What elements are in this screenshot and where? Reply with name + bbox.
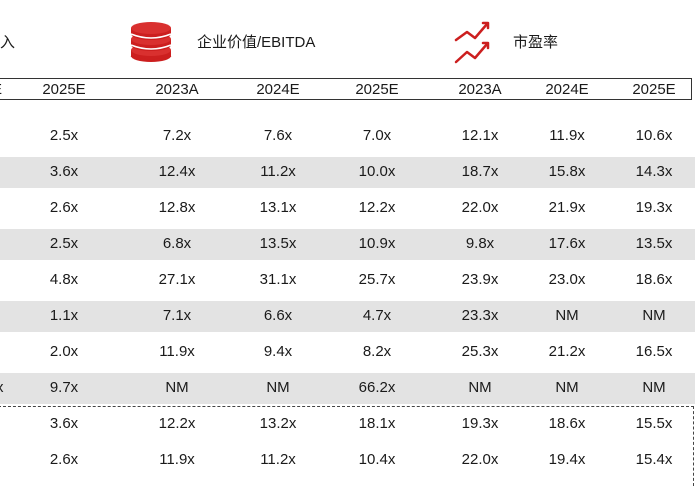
table-cell: NM: [555, 379, 579, 396]
table-row-band: [0, 301, 695, 332]
table-cell: 23.3x: [461, 307, 499, 324]
table-cell: 13.5x: [635, 235, 673, 252]
table-cell: 2.5x: [49, 235, 79, 252]
table-cell: 18.6x: [635, 271, 673, 288]
table-cell: 21.2x: [548, 343, 586, 360]
table-cell: NM: [555, 307, 579, 324]
table-cell: 19.3x: [635, 199, 673, 216]
table-cell: 15.5x: [635, 415, 673, 432]
table-cell: 6.8x: [162, 235, 192, 252]
table-row-band: [0, 229, 695, 260]
table-cell: 13.5x: [259, 235, 297, 252]
table-cell: 7.6x: [263, 127, 293, 144]
column-header: 2024E: [545, 81, 589, 98]
table-cell: 25.7x: [358, 271, 396, 288]
summary-group-box: [0, 406, 694, 486]
trend-line-icon: [454, 21, 490, 64]
header-cut-label: 入: [0, 34, 16, 51]
column-header: 2023A: [155, 81, 199, 98]
table-cell: 10.4x: [358, 451, 396, 468]
table-cell: 4.8x: [49, 271, 79, 288]
table-cell: 12.2x: [358, 199, 396, 216]
table-cell: 11.9x: [159, 343, 195, 360]
column-header: 2025E: [632, 81, 676, 98]
column-header-row: [0, 78, 692, 100]
table-cell: 25.3x: [461, 343, 499, 360]
table-cell: 2.0x: [49, 343, 79, 360]
table-cell: 11.2x: [260, 451, 296, 468]
table-cell: 3.6x: [49, 415, 79, 432]
table-cell: 14.3x: [635, 163, 673, 180]
table-cell: 11.9x: [159, 451, 195, 468]
table-cell: 21.9x: [548, 199, 586, 216]
table-cell: 2.5x: [49, 127, 79, 144]
column-header: 2025E: [355, 81, 399, 98]
column-header: E: [0, 80, 2, 100]
table-cell: NM: [266, 379, 290, 396]
table-cell: 19.3x: [461, 415, 499, 432]
column-header: 2023A: [458, 81, 502, 98]
table-cell: 7.2x: [162, 127, 192, 144]
table-cell: 12.2x: [158, 415, 196, 432]
table-cell: 2.6x: [49, 451, 79, 468]
table-cell: 10.6x: [635, 127, 673, 144]
table-cell: 31.1x: [259, 271, 297, 288]
table-cell: 9.4x: [263, 343, 293, 360]
table-cell: 19.4x: [548, 451, 586, 468]
table-cell: 9.8x: [465, 235, 495, 252]
table-cell: 66.2x: [358, 379, 396, 396]
table-cell: 2.6x: [49, 199, 79, 216]
table-cell: 13.2x: [259, 415, 297, 432]
ev-ebitda-header: 企业价值/EBITDA: [197, 34, 316, 51]
table-cell: 12.1x: [461, 127, 499, 144]
table-cell: 8.2x: [362, 343, 392, 360]
table-cell: 23.0x: [548, 271, 586, 288]
table-cell: 11.2x: [260, 163, 296, 180]
pe-header: 市盈率: [513, 34, 559, 51]
table-row-band: [0, 157, 695, 188]
table-cell: 4.7x: [362, 307, 392, 324]
table-cell: 15.8x: [548, 163, 586, 180]
table-cell: x: [0, 378, 4, 398]
table-cell: 22.0x: [461, 199, 499, 216]
coin-stack-icon: [130, 22, 172, 62]
table-cell: 22.0x: [461, 451, 499, 468]
table-cell: 12.4x: [158, 163, 196, 180]
table-cell: 17.6x: [548, 235, 586, 252]
table-cell: 13.1x: [259, 199, 297, 216]
table-cell: 12.8x: [158, 199, 196, 216]
table-cell: 23.9x: [461, 271, 499, 288]
table-cell: 18.1x: [358, 415, 396, 432]
table-cell: 3.6x: [49, 163, 79, 180]
table-cell: 27.1x: [158, 271, 196, 288]
column-header: 2024E: [256, 81, 300, 98]
table-cell: 18.7x: [461, 163, 499, 180]
table-cell: 1.1x: [49, 307, 79, 324]
table-cell: 7.1x: [162, 307, 192, 324]
table-row-band: [0, 373, 695, 404]
table-cell: 10.0x: [358, 163, 396, 180]
table-cell: NM: [642, 307, 666, 324]
table-cell: 18.6x: [548, 415, 586, 432]
column-header: 2025E: [42, 81, 86, 98]
table-cell: 10.9x: [358, 235, 396, 252]
table-cell: 6.6x: [263, 307, 293, 324]
table-cell: NM: [165, 379, 189, 396]
table-cell: 7.0x: [362, 127, 392, 144]
table-cell: NM: [468, 379, 492, 396]
table-cell: 16.5x: [635, 343, 673, 360]
table-cell: 11.9x: [549, 127, 585, 144]
table-cell: 15.4x: [635, 451, 673, 468]
table-cell: NM: [642, 379, 666, 396]
table-cell: 9.7x: [49, 379, 79, 396]
